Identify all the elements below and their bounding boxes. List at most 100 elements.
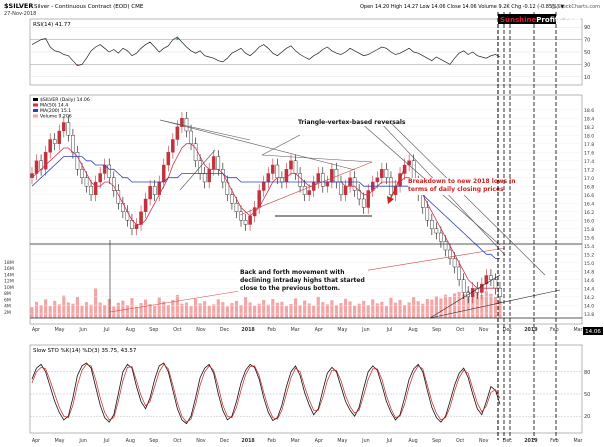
x-label-bottom-10: Feb <box>267 438 276 444</box>
volume-bar-74 <box>366 305 370 318</box>
volume-bar-69 <box>343 298 348 318</box>
x-label-main-4: Aug <box>126 327 135 333</box>
candle-body-38 <box>202 173 207 183</box>
candle-body-91 <box>443 241 448 251</box>
price-tick-11: 16.4 <box>584 201 594 207</box>
x-label-bottom-1: May <box>55 438 65 444</box>
rsi-panel: RSI(14) 41.77 90 70 50 30 10 <box>29 18 590 86</box>
x-label-bottom-4: Aug <box>126 438 135 444</box>
price-tick-3: 18.0 <box>584 133 594 139</box>
rsi-tick-10: 10 <box>584 75 590 81</box>
price-tick-19: 14.8 <box>584 269 594 275</box>
rsi-tick-30: 30 <box>584 62 590 68</box>
candle-body-101 <box>489 275 493 280</box>
volume-bar-20 <box>121 300 125 318</box>
candle-body-31 <box>171 139 175 153</box>
candle-body-15 <box>98 173 102 183</box>
candle-body-42 <box>221 169 225 183</box>
trendline-2 <box>159 119 356 171</box>
legend-entry-1: MA(50) 14.4 <box>40 103 68 109</box>
volume-bar-70 <box>348 301 352 318</box>
chart-description: Silver - Continuous Contract (EOD) CME <box>34 4 144 10</box>
candle-body-53 <box>271 164 275 174</box>
volume-bar-76 <box>375 303 379 318</box>
price-tick-16: 15.4 <box>584 244 594 250</box>
volume-bar-31 <box>171 299 175 318</box>
candle-body-6 <box>57 130 62 144</box>
candle-body-32 <box>175 126 180 140</box>
volume-bar-57 <box>289 304 293 318</box>
price-tick-12: 16.2 <box>584 210 594 216</box>
x-label-bottom-3: Jul <box>103 438 110 444</box>
price-tick-8: 17.0 <box>584 176 594 182</box>
volume-bar-30 <box>166 305 170 318</box>
x-label-bottom-21: 2019 <box>524 438 538 444</box>
volume-tick-1: 16M <box>4 266 14 272</box>
annotation-backforth-wrap: Back and forth movement with declining i… <box>240 269 365 292</box>
candle-body-55 <box>280 177 284 183</box>
volume-bar-61 <box>307 303 311 318</box>
price-tick-0: 18.6 <box>584 108 594 114</box>
volume-bar-35 <box>189 306 193 318</box>
volume-bar-21 <box>125 305 129 318</box>
candle-body-11 <box>80 169 84 178</box>
volume-bar-96 <box>466 290 470 318</box>
candle-body-51 <box>261 181 266 191</box>
brand-suffix: .com <box>562 16 581 24</box>
candle-body-17 <box>107 164 112 178</box>
volume-bar-101 <box>489 293 493 318</box>
price-tick-21: 14.4 <box>584 286 594 292</box>
candle-body-92 <box>448 249 452 259</box>
volume-bar-66 <box>330 300 334 318</box>
volume-bar-89 <box>434 296 438 318</box>
chart-credit: @ StockCharts.com <box>551 4 600 10</box>
x-label-bottom-16: Aug <box>408 438 417 444</box>
candle-body-27 <box>152 186 157 195</box>
candle-body-69 <box>343 186 348 195</box>
volume-bar-44 <box>230 303 234 318</box>
x-label-main-22: Feb <box>550 327 559 333</box>
stoch-panel: Slow STO %K(14) %D(3) 35.75, 43.57 80 50 2… <box>29 344 590 434</box>
volume-bar-81 <box>398 299 402 318</box>
volume-bar-10 <box>75 296 80 318</box>
x-label-main-16: Aug <box>408 327 417 333</box>
volume-bar-85 <box>416 301 420 318</box>
volume-bar-102 <box>493 296 498 318</box>
candle-body-77 <box>380 169 384 178</box>
x-label-main-6: Oct <box>173 327 181 333</box>
x-label-main-12: Apr <box>315 327 323 333</box>
x-label-main-14: Jun <box>361 327 370 333</box>
volume-bar-88 <box>430 299 434 318</box>
volume-bar-46 <box>239 304 243 318</box>
volume-bar-75 <box>371 299 375 318</box>
candle-body-64 <box>321 173 325 187</box>
candle-body-0 <box>30 173 34 178</box>
candle-body-25 <box>143 198 148 212</box>
brand-logo: SunshineProfits.com <box>498 14 581 24</box>
volume-bar-87 <box>425 299 429 318</box>
volume-bar-79 <box>389 297 393 318</box>
x-label-main-20: Dec <box>503 327 513 333</box>
legend-entry-0: $SILVER (Daily) 14.06 <box>40 97 90 103</box>
volume-bar-78 <box>384 306 388 318</box>
volume-bar-99 <box>480 294 484 318</box>
volume-bar-56 <box>284 306 289 318</box>
legend-swatch-3 <box>33 114 38 118</box>
candle-body-73 <box>361 198 366 208</box>
candle-body-94 <box>457 266 461 280</box>
volume-bar-34 <box>184 302 189 318</box>
volume-tick-0: 18M <box>4 260 14 266</box>
price-tick-13: 16.0 <box>584 218 594 224</box>
candle-body-29 <box>161 164 166 183</box>
volume-bar-72 <box>357 303 361 318</box>
candle-body-41 <box>216 156 221 170</box>
candle-body-74 <box>366 190 371 208</box>
candle-body-87 <box>425 207 430 221</box>
x-axis-bottom: Apr May Jun Jul Aug Sep Oct Nov Dec 2018 Feb Mar Apr… <box>32 438 583 444</box>
volume-bar-27 <box>153 305 157 318</box>
volume-bar-39 <box>207 305 211 318</box>
volume-bar-60 <box>303 300 307 318</box>
x-label-bottom-18: Oct <box>456 438 464 444</box>
x-label-bottom-20: Dec <box>503 438 513 444</box>
candle-body-30 <box>166 152 171 166</box>
